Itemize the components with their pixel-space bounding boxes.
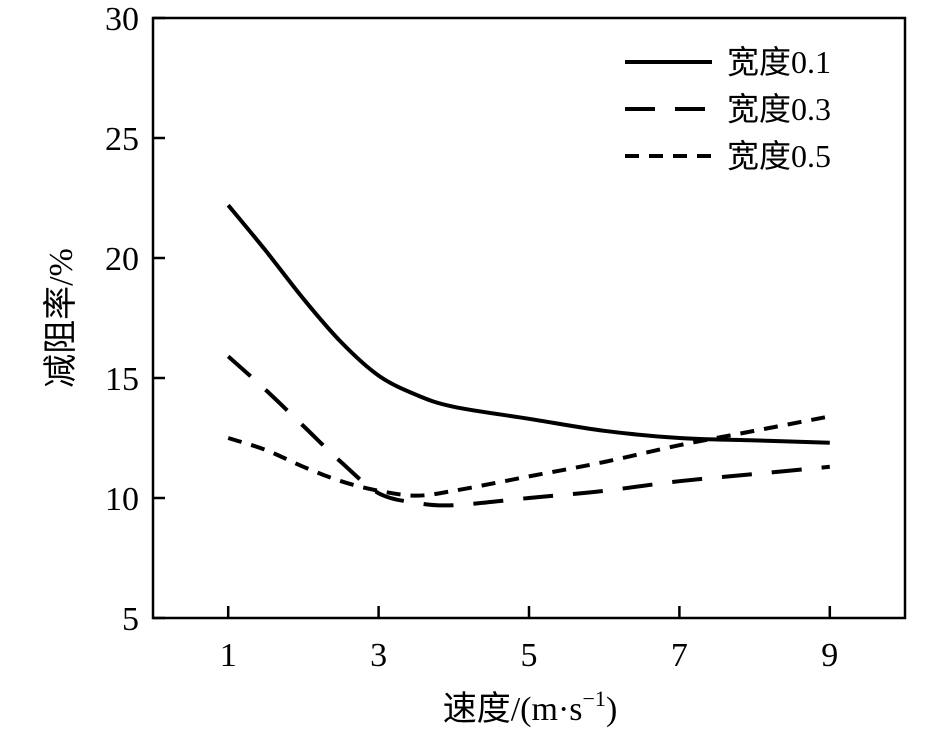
series-line-3 bbox=[227, 414, 831, 498]
y-tick-label: 30 bbox=[105, 1, 139, 38]
y-tick-label: 10 bbox=[105, 481, 139, 518]
legend-label-2: 宽度0.3 bbox=[727, 91, 831, 127]
y-tick-label: 25 bbox=[105, 121, 139, 158]
series-line-1 bbox=[226, 203, 830, 445]
x-tick-label: 9 bbox=[821, 637, 838, 674]
y-axis-title: 减阻率/% bbox=[42, 248, 80, 388]
y-tick-label: 20 bbox=[105, 241, 139, 278]
series-line-2 bbox=[226, 354, 830, 508]
legend: 宽度0.1 宽度0.3 宽度0.5 bbox=[625, 44, 831, 174]
x-axis-title: 速度/(m·s−1) bbox=[443, 686, 618, 728]
x-tick-label: 7 bbox=[671, 637, 688, 674]
x-tick-label: 3 bbox=[370, 637, 387, 674]
y-tick-label: 15 bbox=[105, 361, 139, 398]
series-lines bbox=[226, 203, 831, 508]
legend-label-3: 宽度0.5 bbox=[727, 138, 831, 174]
legend-label-1: 宽度0.1 bbox=[727, 44, 831, 80]
axes: 5 10 15 20 25 30 1 3 5 7 9 bbox=[105, 1, 907, 674]
x-tick-label: 5 bbox=[521, 637, 538, 674]
y-tick-label: 5 bbox=[122, 601, 139, 638]
x-tick-label: 1 bbox=[220, 637, 237, 674]
